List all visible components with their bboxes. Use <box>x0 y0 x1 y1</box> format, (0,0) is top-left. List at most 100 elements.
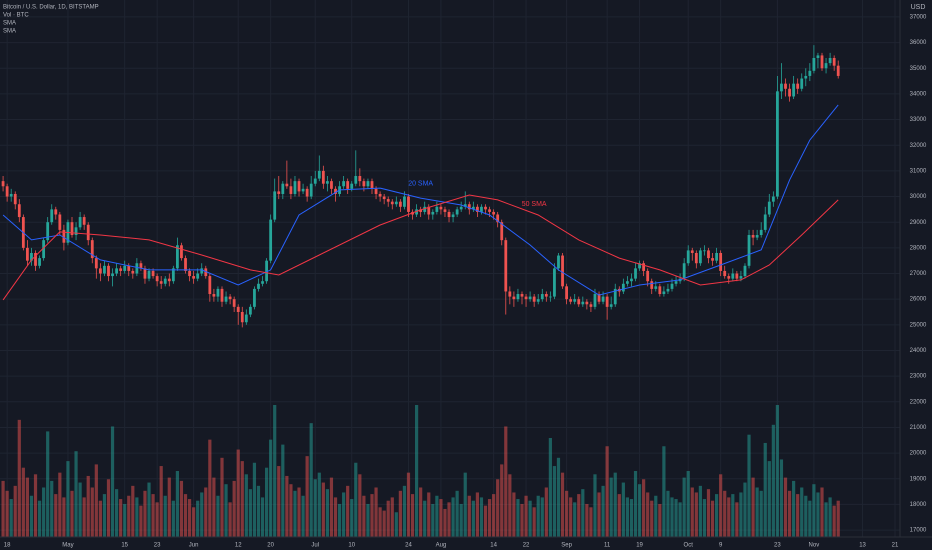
x-tick-label: Sep <box>561 543 572 549</box>
volume-bar <box>658 504 662 537</box>
y-tick-label: 20000 <box>910 451 927 457</box>
volume-bar <box>256 485 261 537</box>
volume-bar <box>236 449 240 537</box>
candle-body <box>715 252 718 261</box>
volume-bar <box>459 504 463 537</box>
sma-lines: 20 SMA 50 SMA <box>2 104 839 301</box>
volume-bar <box>394 512 398 537</box>
volume-bar <box>358 474 362 537</box>
sma-line <box>2 194 839 301</box>
volume-bar <box>414 405 419 537</box>
volume-bar <box>500 464 504 537</box>
volume-bar <box>694 492 698 537</box>
volume-bar <box>74 451 78 537</box>
candle-body <box>107 265 110 277</box>
volume-bar <box>114 489 119 537</box>
candle-body <box>362 181 366 187</box>
candle-body <box>751 235 755 238</box>
candle-body <box>127 265 131 271</box>
candle-body <box>484 206 487 210</box>
volume-bar <box>625 497 630 537</box>
volume-bar <box>325 489 330 537</box>
volume-bar <box>370 494 374 537</box>
y-tick-label: 35000 <box>910 66 927 72</box>
candle-body <box>828 57 832 64</box>
candle-body <box>342 181 346 187</box>
candle-body <box>147 270 151 279</box>
volume-bar <box>439 499 443 537</box>
volume-bar <box>50 480 54 537</box>
volume-bar <box>423 500 427 537</box>
candle-body <box>386 199 390 202</box>
x-tick-label: 14 <box>490 543 497 549</box>
sma-label: 20 SMA <box>408 181 433 188</box>
x-tick-label: 22 <box>523 543 530 549</box>
volume-bar <box>650 500 654 537</box>
volume-bar <box>573 502 577 537</box>
volume-bar <box>127 495 131 537</box>
volume-bar <box>305 456 309 537</box>
volume-bar <box>204 487 208 537</box>
volume-bar <box>475 492 480 537</box>
candle-body <box>435 206 439 212</box>
volume-bar <box>540 497 544 537</box>
volume-bar <box>382 510 386 537</box>
candle-body <box>224 296 228 302</box>
volume-bar <box>467 495 471 537</box>
sma-legend[interactable]: SMA <box>3 29 16 35</box>
volume-bar <box>463 472 467 537</box>
volume-bar <box>212 477 216 537</box>
candle-body <box>690 250 694 253</box>
volume-bar <box>690 487 694 537</box>
candle-body <box>536 299 540 302</box>
y-tick-label: 24000 <box>910 348 927 354</box>
candle-body <box>812 57 816 71</box>
candle-body <box>621 283 625 292</box>
volume-bar <box>346 485 350 537</box>
y-tick-label: 23000 <box>910 374 927 380</box>
candle-body <box>800 78 804 89</box>
candle-body <box>463 204 467 207</box>
candle-body <box>220 288 224 302</box>
candle-body <box>208 276 212 295</box>
volume-bar <box>800 487 804 537</box>
volume-bar <box>808 500 812 537</box>
candle-body <box>82 217 86 225</box>
x-tick-label: 10 <box>348 543 355 549</box>
volume-bar <box>297 487 301 537</box>
volume-bar <box>487 499 492 537</box>
candle-body <box>658 286 662 295</box>
sma-legend[interactable]: SMA <box>3 21 16 27</box>
volume-bar <box>775 405 780 537</box>
candle-body <box>816 55 820 58</box>
candle-body <box>155 276 159 282</box>
volume-bar <box>504 426 508 537</box>
volume-bar <box>350 499 354 537</box>
volume-bar <box>629 499 634 537</box>
candle-body <box>666 288 670 292</box>
volume-bar <box>702 499 707 537</box>
candle-body <box>46 222 50 241</box>
candle-body <box>358 176 362 182</box>
candle-body <box>261 281 264 284</box>
volume-legend[interactable]: Vol · BTC <box>3 13 29 19</box>
x-tick-label: May <box>62 543 73 549</box>
candle-body <box>480 206 483 212</box>
x-tick-label: Oct <box>684 543 694 549</box>
candle-body <box>151 270 155 277</box>
candle-body <box>159 281 163 284</box>
volume-bar <box>313 479 317 537</box>
candle-body <box>553 268 556 297</box>
volume-bar <box>686 471 690 537</box>
volume-bar <box>123 504 127 537</box>
volume-bar <box>727 497 731 537</box>
volume-bar <box>248 489 252 537</box>
candle-body <box>719 252 723 271</box>
volume-bar <box>317 472 321 537</box>
volume-bar <box>25 477 30 537</box>
symbol-title[interactable]: Bitcoin / U.S. Dollar, 1D, BITSTAMP <box>3 5 99 11</box>
candle-body <box>707 250 710 259</box>
y-tick-label: 22000 <box>910 399 927 405</box>
candle-body <box>139 263 143 269</box>
volume-bar <box>94 464 98 537</box>
